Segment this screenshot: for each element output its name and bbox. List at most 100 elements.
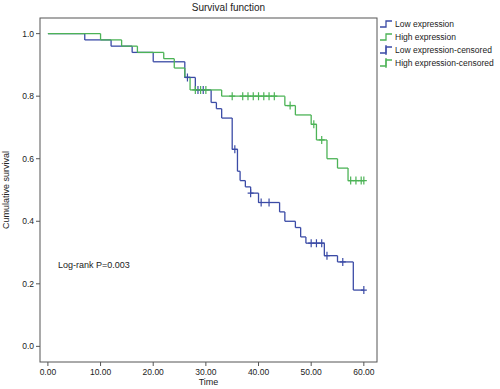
step-segment (164, 58, 175, 59)
step-segment (174, 67, 185, 68)
step-drop (258, 193, 259, 202)
step-drop (189, 77, 190, 90)
step-drop (174, 59, 175, 68)
chart: Survival function 0.00 10.00 20.00 30.00 40.0… (0, 0, 500, 389)
legend-label: High expression (395, 32, 456, 42)
step-drop (326, 140, 327, 159)
step-drop (353, 262, 354, 290)
step-segment (153, 61, 185, 62)
y-tick (36, 346, 40, 347)
x-tick-label: 0.00 (40, 367, 57, 377)
censored-marker (348, 177, 354, 185)
step-segment (245, 186, 250, 187)
x-tick (311, 362, 312, 366)
step-drop (295, 106, 296, 115)
censored-marker (266, 199, 272, 207)
x-tick-label: 40.00 (248, 367, 270, 377)
step-drop (110, 40, 111, 46)
step-drop (245, 181, 246, 187)
y-tick-label: 0.2 (22, 279, 34, 289)
y-tick (36, 158, 40, 159)
censored-marker (266, 92, 272, 100)
x-tick-label: 10.00 (90, 367, 112, 377)
y-tick-label: 1.0 (22, 29, 34, 39)
step-drop (184, 62, 185, 78)
censored-marker (184, 73, 190, 81)
censored-marker (353, 177, 359, 185)
censored-marker (319, 136, 325, 144)
legend-marker (385, 58, 386, 68)
step-drop (121, 40, 122, 46)
legend-label: Low expression-censored (395, 45, 492, 55)
censored-marker (232, 145, 238, 153)
censored-marker (245, 92, 251, 100)
step-drop (279, 203, 280, 212)
x-tick-label: 50.00 (301, 367, 323, 377)
legend-label: Low expression (395, 19, 454, 29)
legend-label: High expression-censored (395, 58, 494, 68)
x-tick (258, 362, 259, 366)
censored-marker (308, 239, 314, 247)
x-tick (205, 362, 206, 366)
step-segment (295, 114, 311, 115)
step-drop (337, 256, 338, 262)
step-drop (239, 171, 240, 180)
legend-swatch (380, 34, 392, 40)
censored-marker (313, 239, 319, 247)
step-segment (295, 227, 300, 228)
x-tick (47, 362, 48, 366)
step-segment (211, 102, 216, 103)
censored-marker (324, 252, 330, 260)
title: Survival function (192, 2, 265, 13)
step-drop (216, 102, 217, 108)
step-drop (131, 46, 132, 52)
step-drop (284, 212, 285, 221)
y-tick (36, 96, 40, 97)
step-drop (305, 237, 306, 243)
y-tick-label: 0.8 (22, 91, 34, 101)
step-drop (137, 46, 138, 52)
y-tick (36, 33, 40, 34)
censored-marker (311, 120, 317, 128)
y-axis-label: Cumulative survival (1, 151, 11, 229)
step-segment (338, 167, 349, 168)
censored-marker (256, 92, 262, 100)
step-segment (280, 211, 285, 212)
x-tick-label: 20.00 (143, 367, 165, 377)
legend-marker (385, 45, 386, 55)
y-tick-label: 0.0 (22, 341, 34, 351)
y-tick (36, 221, 40, 222)
step-drop (163, 52, 164, 58)
step-drop (316, 124, 317, 140)
annotation: Log-rank P=0.003 (58, 260, 130, 270)
step-drop (153, 52, 154, 61)
step-drop (100, 34, 101, 40)
step-drop (284, 96, 285, 105)
step-segment (48, 33, 101, 34)
censored-marker (287, 102, 293, 110)
step-drop (232, 118, 233, 149)
censored-marker (203, 86, 209, 94)
step-segment (101, 39, 122, 40)
y-tick (36, 283, 40, 284)
censored-marker (250, 92, 256, 100)
y-tick-label: 0.4 (22, 216, 34, 226)
censored-marker (261, 92, 267, 100)
step-drop (221, 109, 222, 118)
step-drop (84, 34, 85, 40)
step-drop (337, 159, 338, 168)
censored-marker (258, 199, 264, 207)
x-tick-label: 30.00 (195, 367, 217, 377)
censored-marker (240, 92, 246, 100)
censored-marker (340, 258, 346, 266)
x-tick (363, 362, 364, 366)
step-segment (327, 158, 338, 159)
step-segment (222, 117, 233, 118)
censored-marker (271, 92, 277, 100)
step-segment (137, 52, 163, 53)
x-tick (100, 362, 101, 366)
censored-marker (319, 239, 325, 247)
step-drop (184, 68, 185, 77)
censored-marker (198, 86, 204, 94)
step-drop (311, 115, 312, 124)
